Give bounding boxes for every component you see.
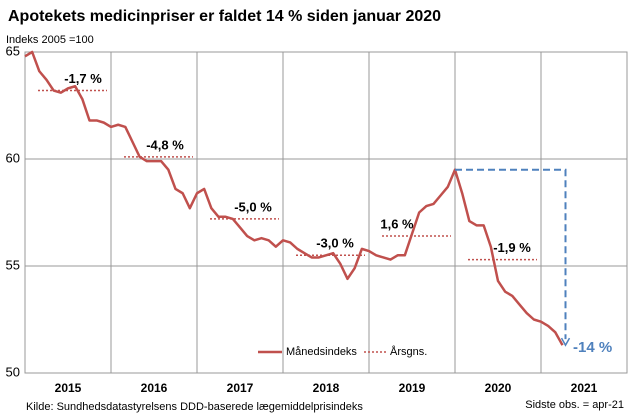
- x-tick-label: 2017: [227, 381, 254, 395]
- last-observation: Sidste obs. = apr-21: [525, 399, 624, 411]
- yearly-change-label: -1,7 %: [64, 71, 102, 86]
- legend-label: Månedsindeks: [286, 346, 357, 358]
- total-change-line: [455, 168, 567, 340]
- series-line: [24, 50, 564, 346]
- x-tick-label: 2019: [399, 381, 426, 395]
- arrow-head: [560, 337, 571, 347]
- x-tick-label: 2020: [485, 381, 512, 395]
- x-tick-label: 2015: [55, 381, 82, 395]
- x-tick-label: 2018: [313, 381, 340, 395]
- y-axis-label: Indeks 2005 =100: [6, 34, 94, 46]
- x-tick-label: 2021: [571, 381, 598, 395]
- y-tick-label: 60: [6, 150, 20, 165]
- y-tick-label: 65: [6, 43, 20, 58]
- y-tick-label: 50: [6, 364, 20, 379]
- source: Kilde: Sundhedsdatastyrelsens DDD-basere…: [26, 401, 363, 413]
- yearly-change-label: -3,0 %: [316, 236, 354, 251]
- yearly-change-label: 1,6 %: [380, 216, 414, 231]
- x-tick-label: 2016: [141, 381, 168, 395]
- total-change-label: -14 %: [573, 339, 612, 356]
- yearly-change-label: -4,8 %: [146, 137, 184, 152]
- chart-title: Apotekets medicinpriser er faldet 14 % s…: [8, 8, 441, 25]
- y-tick-label: 55: [6, 257, 20, 272]
- yearly-change-label: -5,0 %: [234, 199, 272, 214]
- legend-label: Årsgns.: [390, 345, 427, 358]
- yearly-change-label: -1,9 %: [493, 240, 531, 255]
- plot-frame: [24, 51, 628, 374]
